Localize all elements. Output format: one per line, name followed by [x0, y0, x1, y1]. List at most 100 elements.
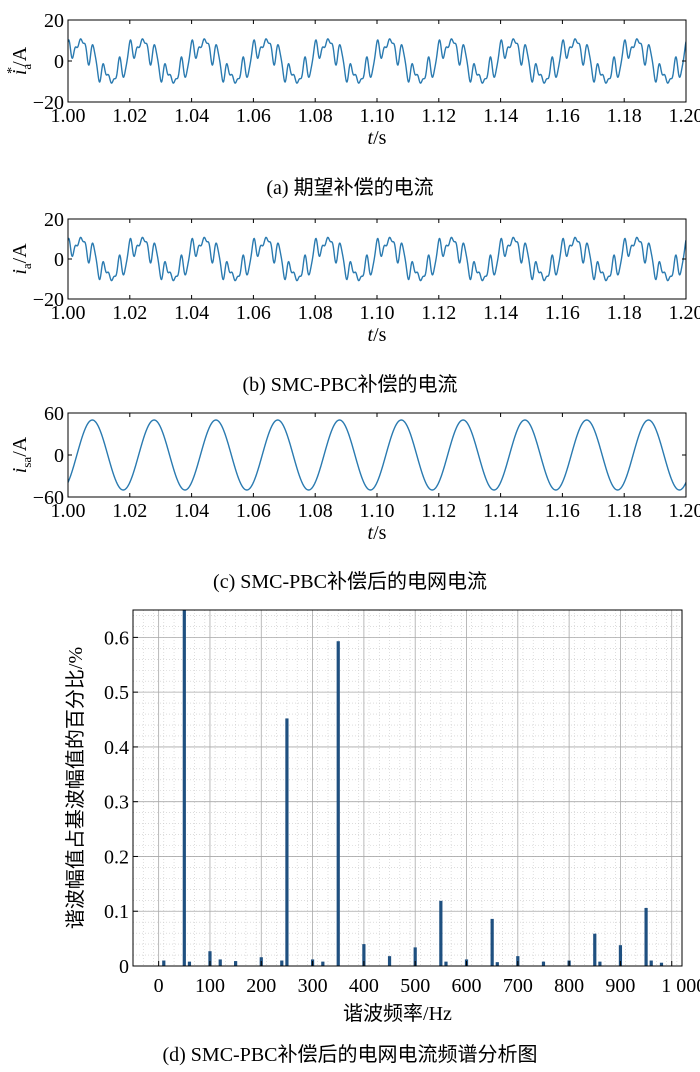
y-tick-label: 0	[54, 445, 64, 467]
bar-980hz	[659, 962, 664, 966]
x-tick-label: 1.02	[112, 500, 147, 522]
waveform-line	[68, 38, 686, 84]
y-tick-label: 60	[44, 403, 64, 425]
y-tick-label: −20	[33, 289, 64, 311]
y-tick-label: 0.1	[104, 901, 129, 923]
y-tick-label: −20	[33, 92, 64, 114]
bar-650hz	[490, 918, 494, 966]
bar-500hz	[413, 947, 417, 966]
x-tick-label: 800	[554, 975, 584, 997]
x-tick-label: 1.08	[298, 302, 333, 324]
x-tick-label: 700	[503, 975, 533, 997]
x-tick-label: 1.18	[607, 302, 642, 324]
bar-450hz	[387, 956, 392, 966]
plot-frame	[132, 609, 683, 967]
y-tick-label: 20	[44, 10, 64, 32]
x-tick-label: 1.20	[669, 500, 700, 522]
x-tick-label: 1.00	[51, 302, 86, 324]
bar-900hz	[618, 945, 623, 966]
x-axis-label: t/s	[368, 522, 387, 544]
bar-560hz	[444, 961, 448, 966]
x-tick-label: 1.10	[360, 302, 395, 324]
bar-60hz	[187, 961, 192, 966]
bar-120hz	[218, 959, 222, 966]
bar-100hz	[208, 951, 212, 966]
x-tick-label: 1.08	[298, 105, 333, 127]
timeseries-panel-1: 20 0 −201.00 1.02 1.04 1.06 1.08 1.10 1.12 1.14 1.…	[9, 209, 700, 346]
bar-750hz	[541, 961, 546, 966]
timeseries-panel-2: 60 0 −601.00 1.02 1.04 1.06 1.08 1.10 1.12 1.14 1.…	[9, 403, 700, 544]
x-tick-label: 1.16	[545, 500, 580, 522]
bar-240hz	[280, 960, 284, 966]
plot-frame	[67, 412, 687, 498]
x-tick-label: 200	[246, 975, 276, 997]
x-tick-label: 1 000	[661, 975, 700, 997]
waveform-line	[68, 419, 686, 491]
x-tick-label: 1.18	[607, 105, 642, 127]
x-tick-label: 0	[154, 975, 164, 997]
x-tick-label: 1.06	[236, 105, 271, 127]
bar-10hz	[162, 960, 166, 966]
y-axis-label: 谐波幅值占基波幅值的百分比/%	[64, 647, 87, 929]
x-tick-label: 600	[452, 975, 482, 997]
x-tick-label: 1.00	[51, 500, 86, 522]
plot-frame	[67, 218, 687, 300]
x-tick-label: 1.12	[421, 302, 456, 324]
x-tick-label: 1.18	[607, 500, 642, 522]
x-tick-label: 400	[349, 975, 379, 997]
y-tick-label: 0.6	[104, 627, 129, 649]
x-tick-label: 1.04	[174, 302, 209, 324]
x-tick-label: 1.06	[236, 302, 271, 324]
bar-150hz	[234, 961, 238, 966]
x-axis-label: t/s	[368, 127, 387, 149]
y-tick-label: 0.2	[104, 846, 129, 868]
waveform-line	[68, 236, 686, 282]
y-tick-label: 0	[54, 249, 64, 271]
bar-50hz	[182, 610, 186, 966]
x-tick-label: 300	[298, 975, 328, 997]
y-axis-label: isa/A	[9, 436, 34, 473]
x-tick-label: 1.12	[421, 105, 456, 127]
spectrum-panel: 0 0.1 0.2 0.3 0.4 0.5 0.6 0 100 200 300 400 500 600 70…	[64, 609, 700, 1025]
bar-320hz	[321, 961, 325, 966]
x-tick-label: 500	[400, 975, 430, 997]
bar-950hz	[644, 907, 648, 966]
x-tick-label: 1.10	[360, 500, 395, 522]
x-tick-label: 1.02	[112, 105, 147, 127]
x-axis-label: 谐波频率/Hz	[343, 1002, 452, 1025]
timeseries-panel-0: 20 0 −201.00 1.02 1.04 1.06 1.08 1.10 1.12 1.14 1.…	[5, 10, 700, 149]
y-tick-label: 0.3	[104, 792, 129, 814]
y-tick-label: −60	[33, 487, 64, 509]
x-tick-label: 900	[605, 975, 635, 997]
plot-frame	[67, 19, 687, 103]
x-tick-label: 1.20	[669, 105, 700, 127]
x-axis-label: t/s	[368, 324, 387, 346]
bar-960hz	[649, 960, 653, 966]
caption-c: (c) SMC-PBC补偿后的电网电流	[213, 571, 487, 593]
x-tick-label: 1.12	[421, 500, 456, 522]
x-tick-label: 1.04	[174, 500, 209, 522]
caption-b: (b) SMC-PBC补偿的电流	[242, 374, 458, 396]
y-tick-label: 0	[119, 956, 129, 978]
x-tick-label: 1.20	[669, 302, 700, 324]
y-axis-label: ia*/A	[5, 46, 34, 75]
y-tick-label: 0	[54, 51, 64, 73]
x-tick-label: 1.16	[545, 302, 580, 324]
bar-250hz	[285, 718, 289, 966]
bar-550hz	[439, 900, 443, 966]
caption-a: (a) 期望补偿的电流	[266, 177, 434, 199]
bar-860hz	[598, 961, 602, 966]
x-tick-label: 1.06	[236, 500, 271, 522]
x-tick-label: 1.14	[483, 302, 518, 324]
bar-350hz	[336, 641, 340, 966]
x-tick-label: 1.04	[174, 105, 209, 127]
x-tick-label: 1.14	[483, 500, 518, 522]
x-tick-label: 1.08	[298, 500, 333, 522]
y-axis-label: ia/A	[9, 243, 34, 275]
caption-d: (d) SMC-PBC补偿后的电网电流频谱分析图	[162, 1044, 538, 1066]
y-tick-label: 20	[44, 209, 64, 231]
x-tick-label: 1.00	[51, 105, 86, 127]
bar-400hz	[362, 944, 366, 966]
bar-850hz	[593, 933, 597, 966]
